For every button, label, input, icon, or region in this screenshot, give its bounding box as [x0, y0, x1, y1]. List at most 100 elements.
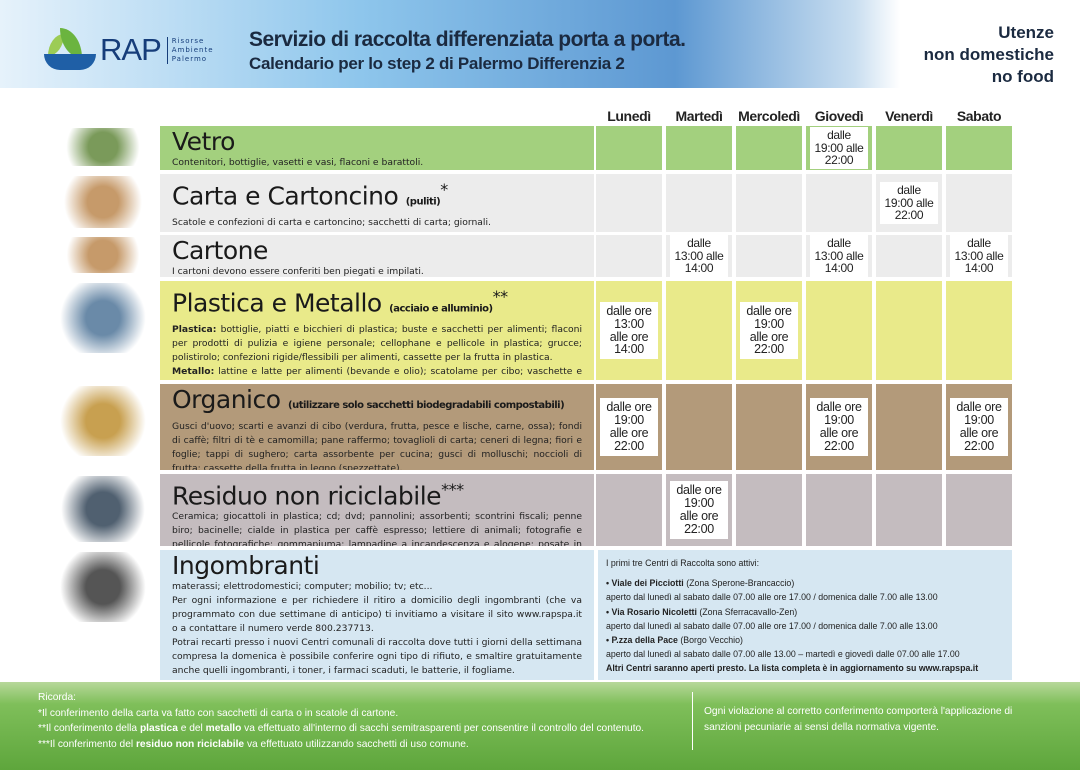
day-header-0: Lunedì — [607, 108, 651, 124]
cell-plastica-2: dalle ore 19:00 alle ore 22:00 — [736, 281, 802, 380]
cell-plastica-3 — [806, 281, 872, 380]
collection-time: dalle ore 19:00 alle ore 22:00 — [950, 398, 1008, 456]
cell-organico-3: dalle ore 19:00 alle ore 22:00 — [806, 384, 872, 470]
cell-carta-0 — [596, 174, 662, 232]
cell-cartone-0 — [596, 235, 662, 277]
cell-residuo-2 — [736, 474, 802, 546]
footnote-mark: ** — [492, 287, 509, 306]
row-note: (puliti) — [405, 196, 441, 208]
cell-plastica-1 — [666, 281, 732, 380]
collection-time: dalle ore 19:00 alle ore 22:00 — [600, 398, 658, 456]
cell-residuo-3 — [806, 474, 872, 546]
row-description: Plastica: bottiglie, piatti e bicchieri … — [172, 324, 582, 364]
logo-text: RAP — [100, 32, 162, 67]
row-title-text: Carta e Cartoncino — [172, 181, 399, 211]
row-title-text: Residuo non riciclabile — [172, 481, 442, 511]
vetro-image — [58, 128, 148, 166]
cell-residuo-5 — [946, 474, 1012, 546]
centro-name: • Viale dei Picciotti — [606, 578, 684, 589]
cell-vetro-2 — [736, 126, 802, 170]
header-banner: RAP Risorse Ambiente Palermo Servizio di… — [0, 0, 900, 88]
row-vetro: Vetro Contenitori, bottiglie, vasetti e v… — [160, 126, 594, 170]
day-header-1: Martedì — [675, 108, 723, 124]
centro-zone: (Zona Sperone-Brancaccio) — [686, 578, 795, 589]
audience-line: Utenze — [998, 23, 1054, 42]
page-title: Servizio di raccolta differenziata porta… — [249, 28, 686, 51]
collection-time: dalle 19:00 alle 22:00 — [880, 182, 938, 224]
organico-image — [58, 386, 148, 456]
leaf-hand-icon — [44, 28, 98, 72]
footer-divider — [692, 692, 693, 750]
row-ingombranti: Ingombranti materassi; elettrodomestici; … — [160, 550, 594, 680]
row-title: Ingombranti — [172, 552, 582, 580]
row-note: (utilizzare solo sacchetti biodegradabil… — [288, 400, 565, 411]
centro-hours: aperto dal lunedì al sabato dalle 07.00 … — [606, 649, 960, 660]
centro-name: • P.zza della Pace — [606, 635, 678, 646]
rap-logo: RAP Risorse Ambiente Palermo — [44, 28, 214, 72]
row-title-text: Plastica e Metallo — [172, 288, 382, 318]
cell-organico-2 — [736, 384, 802, 470]
footer-note: ***Il conferimento del residuo non ricic… — [38, 738, 469, 750]
cell-carta-2 — [736, 174, 802, 232]
cell-residuo-4 — [876, 474, 942, 546]
day-header-2: Mercoledì — [738, 108, 800, 124]
row-description: Per il conferimento utilizza sacchi di c… — [172, 230, 582, 232]
centro-zone: (Borgo Vecchio) — [680, 635, 743, 646]
cell-vetro-4 — [876, 126, 942, 170]
centro-hours: aperto dal lunedì al sabato dalle 07.00 … — [606, 592, 938, 603]
row-note: (acciaio e alluminio) — [389, 303, 493, 315]
collection-time: dalle 13:00 alle 14:00 — [950, 235, 1008, 277]
row-title: Carta e Cartoncino (puliti)* — [172, 176, 582, 216]
centro-item: • Viale dei Picciotti (Zona Sperone-Bran… — [606, 576, 1004, 604]
row-organico: Organico (utilizzare solo sacchetti biod… — [160, 384, 594, 470]
logo-subtitle: Risorse Ambiente Palermo — [166, 36, 214, 64]
centro-hours: aperto dal lunedì al sabato dalle 07.00 … — [606, 620, 938, 631]
centro-item: • P.zza della Pace (Borgo Vecchio) aperto… — [606, 633, 1004, 661]
row-title: Cartone — [172, 237, 582, 265]
centri-intro: I primi tre Centri di Raccolta sono atti… — [606, 558, 760, 568]
collection-time: dalle ore 19:00 alle ore 22:00 — [670, 481, 728, 539]
audience-label: Utenze non domestiche no food — [924, 22, 1054, 88]
audience-line: no food — [991, 67, 1054, 86]
cell-organico-4 — [876, 384, 942, 470]
page-subtitle: Calendario per lo step 2 di Palermo Diff… — [249, 54, 625, 73]
collection-time: dalle ore 19:00 alle ore 22:00 — [740, 301, 798, 360]
cell-cartone-4 — [876, 235, 942, 277]
row-title: Organico (utilizzare solo sacchetti biod… — [172, 386, 582, 420]
cell-cartone-3: dalle 13:00 alle 14:00 — [806, 235, 872, 277]
cell-organico-1 — [666, 384, 732, 470]
cell-residuo-1: dalle ore 19:00 alle ore 22:00 — [666, 474, 732, 546]
collection-time: dalle 19:00 alle 22:00 — [810, 127, 868, 169]
cell-plastica-4 — [876, 281, 942, 380]
plastica-image — [58, 283, 148, 353]
row-title: Residuo non riciclabile*** — [172, 476, 582, 510]
cell-carta-1 — [666, 174, 732, 232]
cell-plastica-5 — [946, 281, 1012, 380]
logo-sub-line: Palermo — [171, 54, 208, 63]
row-description: Metallo: lattine e latte per alimenti (b… — [172, 366, 582, 378]
cell-vetro-0 — [596, 126, 662, 170]
row-description: Gusci d'uovo; scarti e avanzi di cibo (v… — [172, 421, 582, 470]
cell-cartone-5: dalle 13:00 alle 14:00 — [946, 235, 1012, 277]
footer-warning: Ogni violazione al corretto conferimento… — [704, 706, 1013, 733]
cell-plastica-0: dalle ore 13:00 alle ore 14:00 — [596, 281, 662, 380]
row-description: materassi; elettrodomestici; computer; m… — [172, 581, 433, 592]
audience-line: non domestiche — [923, 45, 1054, 64]
row-title: Vetro — [172, 128, 582, 156]
cell-carta-4: dalle 19:00 alle 22:00 — [876, 174, 942, 232]
day-header-4: Venerdì — [885, 108, 933, 124]
row-title-text: Vetro — [172, 127, 235, 156]
footnote-mark: * — [440, 180, 448, 199]
day-header-5: Sabato — [956, 108, 1002, 124]
row-description: I cartoni devono essere conferiti ben pi… — [172, 266, 424, 277]
row-plastica: Plastica e Metallo (acciaio e alluminio)… — [160, 281, 594, 380]
row-description: Contenitori, bottiglie, vasetti e vasi, … — [172, 157, 424, 168]
logo-sub-line: Risorse — [171, 36, 205, 45]
logo-sub-line: Ambiente — [171, 45, 214, 54]
centri-footer: Altri Centri saranno aperti presto. La l… — [606, 663, 979, 674]
footer-note: Ricorda: — [38, 692, 76, 703]
centro-item: • Via Rosario Nicoletti (Zona Sferracava… — [606, 605, 1004, 633]
footer-note: *Il conferimento della carta va fatto co… — [38, 707, 399, 719]
row-residuo: Residuo non riciclabile*** Ceramica; gioc… — [160, 474, 594, 546]
row-title-text: Ingombranti — [172, 551, 320, 580]
